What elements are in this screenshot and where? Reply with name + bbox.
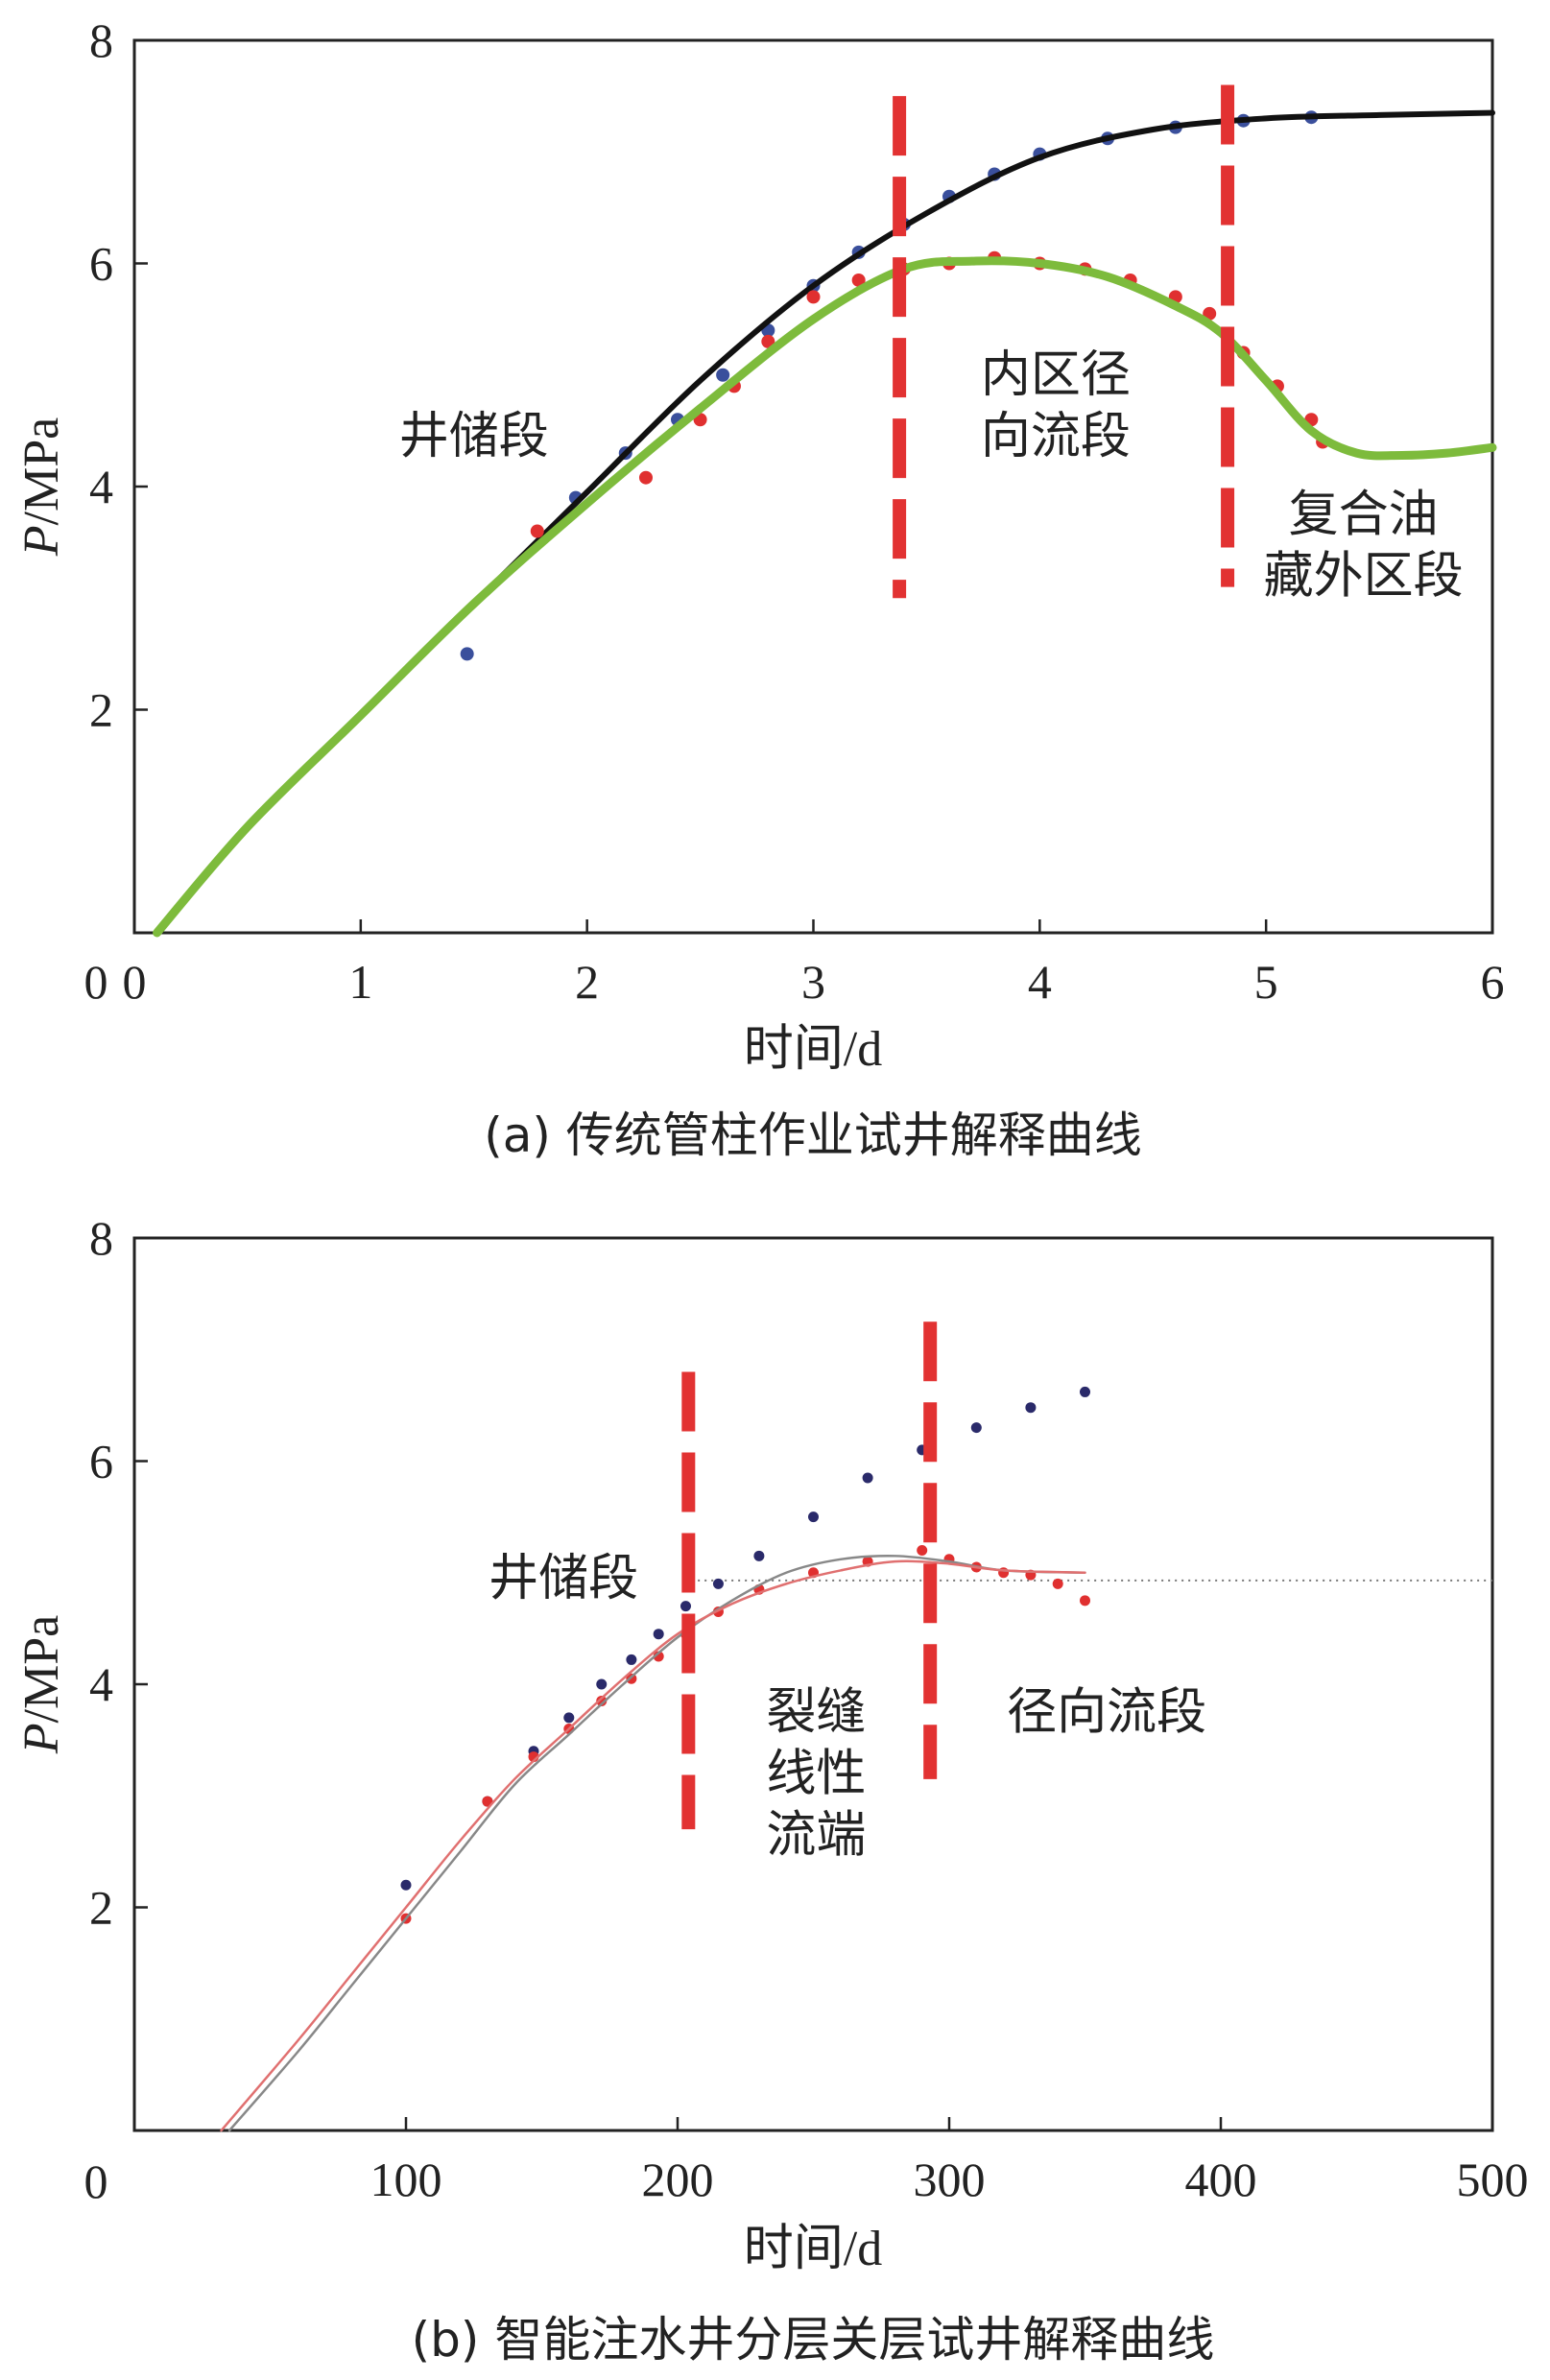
series-line-model-red: [220, 1559, 1086, 2132]
annotation-line: 复合油: [1289, 487, 1439, 544]
segment-annotation: 井储段: [399, 408, 549, 465]
data-point-measured-upper: [596, 1678, 608, 1690]
data-point-measured-lower: [596, 1695, 608, 1706]
series-line-model-lower: [153, 256, 1497, 938]
x-tick-label: 1: [348, 955, 372, 1009]
annotation-line: 线性: [766, 1746, 866, 1803]
data-point-measured-upper: [970, 1422, 982, 1434]
panel-a-caption: (a) 传统管柱作业试井解释曲线: [484, 1107, 1142, 1163]
y-tick-label: 2: [89, 1881, 113, 1935]
annotation-line: 内区径: [981, 346, 1131, 404]
segment-annotation: 径向流段: [1007, 1684, 1206, 1742]
panel-b-y-ticks: 2 4 6 8: [89, 1211, 148, 1935]
data-point-measured-lower: [482, 1796, 493, 1807]
panel-b-x-ticks: 100 200 300 400 500: [370, 2117, 1529, 2206]
x-tick-label: 2: [575, 955, 599, 1009]
panel-b-y-axis-symbol: P: [14, 1723, 69, 1754]
annotation-line: 向流段: [981, 408, 1131, 465]
y-tick-label: 8: [89, 1211, 113, 1265]
data-point-measured-upper: [680, 1601, 691, 1612]
panel-b-y-axis-unit: /MPa: [14, 1615, 69, 1724]
y-tick-label: 4: [89, 460, 113, 513]
data-point-measured-upper: [712, 1578, 724, 1589]
data-point-measured-lower: [917, 1545, 928, 1556]
panel-a-y-axis-label: P/MPa: [14, 417, 69, 557]
data-point-measured-lower: [851, 273, 866, 287]
data-point-measured-upper: [716, 368, 730, 382]
panel-a-y-axis-symbol: P: [14, 525, 69, 557]
segment-annotation: 内区径向流段: [981, 346, 1131, 465]
x-tick-label: 0: [123, 955, 147, 1009]
x-tick-label: 5: [1254, 955, 1278, 1009]
data-point-measured-lower: [1080, 1595, 1090, 1606]
annotation-line: 流端: [766, 1807, 866, 1865]
panel-b-dividers: [681, 1321, 938, 1830]
y-tick-label: 8: [89, 13, 113, 67]
panel-a-origin-label: 0: [84, 955, 108, 1009]
x-tick-label: 400: [1185, 2153, 1257, 2206]
annotation-line: 井储段: [399, 408, 549, 465]
x-tick-label: 3: [801, 955, 825, 1009]
annotation-line: 井储段: [489, 1550, 638, 1607]
annotation-line: 裂缝: [766, 1684, 866, 1742]
y-tick-label: 6: [89, 237, 113, 291]
x-tick-label: 100: [370, 2153, 442, 2206]
panel-a-x-axis-label: 时间/d: [744, 1022, 882, 1077]
x-tick-label: 300: [914, 2153, 986, 2206]
data-point-measured-lower: [1052, 1578, 1063, 1589]
annotation-line: 藏外区段: [1264, 548, 1464, 606]
y-tick-label: 4: [89, 1657, 113, 1711]
segment-annotation: 井储段: [489, 1550, 638, 1607]
data-point-measured-lower: [806, 290, 821, 304]
panel-b-y-axis-label: P/MPa: [14, 1615, 69, 1754]
annotation-line: 径向流段: [1007, 1684, 1206, 1742]
data-point-measured-upper: [400, 1879, 412, 1891]
data-point-measured-upper: [460, 647, 474, 661]
data-point-measured-lower: [638, 470, 653, 485]
series-line-model-gray: [227, 1554, 1086, 2132]
x-tick-label: 200: [642, 2153, 714, 2206]
panel-b-origin-label: 0: [84, 2154, 108, 2208]
data-point-measured-upper: [563, 1712, 575, 1724]
panel-b-caption: (b) 智能注水井分层关层试井解释曲线: [412, 2312, 1215, 2368]
y-tick-label: 6: [89, 1435, 113, 1488]
data-point-measured-upper: [753, 1550, 765, 1561]
data-point-measured-lower: [530, 524, 544, 538]
segment-annotation: 复合油藏外区段: [1264, 487, 1464, 606]
panel-a-dividers: [893, 84, 1235, 599]
panel-a-data: [153, 109, 1497, 938]
data-point-measured-lower: [761, 334, 775, 348]
data-point-measured-upper: [1080, 1386, 1090, 1397]
x-tick-label: 6: [1481, 955, 1505, 1009]
x-tick-label: 4: [1028, 955, 1052, 1009]
panel-a-x-ticks: 0 1 2 3 4 5 6: [123, 919, 1505, 1009]
panel-a-y-ticks: 2 4 6 8: [89, 13, 148, 737]
data-point-measured-upper: [808, 1511, 819, 1523]
data-point-measured-upper: [626, 1654, 637, 1665]
segment-annotation: 裂缝线性流端: [766, 1684, 866, 1865]
data-point-measured-upper: [1025, 1402, 1037, 1414]
data-point-measured-upper: [862, 1472, 873, 1484]
panel-b-x-axis-label: 时间/d: [744, 2222, 882, 2276]
y-tick-label: 2: [89, 683, 113, 737]
panel-b-data: [220, 1386, 1492, 2132]
x-tick-label: 500: [1457, 2153, 1529, 2206]
panel-a-y-axis-unit: /MPa: [14, 417, 69, 526]
data-point-measured-upper: [653, 1629, 664, 1640]
